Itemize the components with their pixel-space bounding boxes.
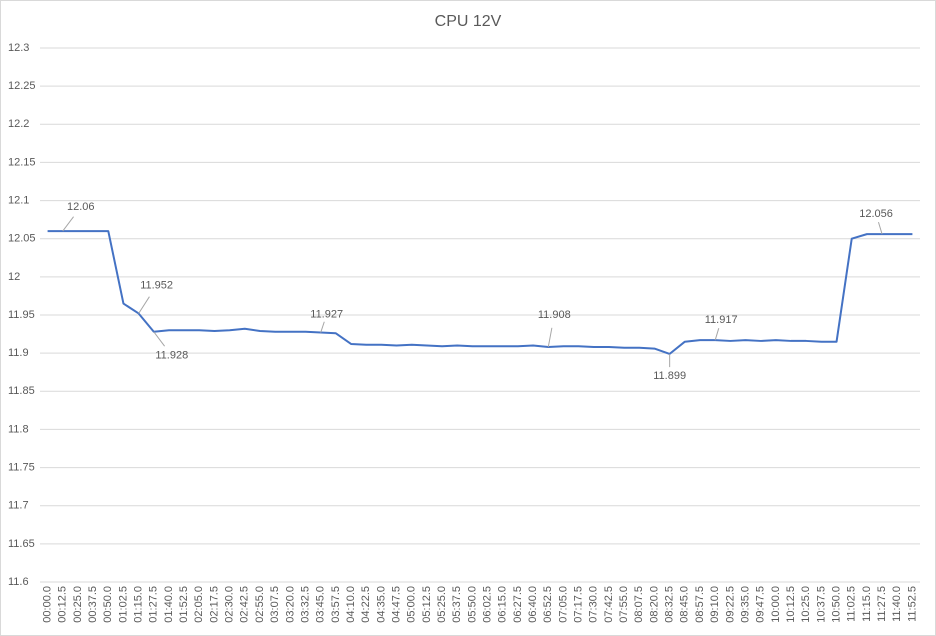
x-tick-label: 02:05.0	[193, 586, 205, 623]
leader-line	[714, 328, 720, 341]
data-label: 12.056	[859, 208, 893, 220]
x-tick-label: 04:10.0	[345, 586, 357, 623]
x-tick-label: 01:40.0	[163, 586, 175, 623]
x-tick-label: 06:02.5	[481, 586, 493, 623]
leader-line	[153, 331, 165, 347]
x-tick-label: 08:20.0	[648, 586, 660, 623]
y-tick-label: 11.75	[8, 461, 35, 473]
x-tick-label: 11:15.0	[861, 586, 873, 622]
x-tick-label: 11:02.5	[846, 586, 858, 622]
x-tick-label: 04:22.5	[360, 586, 372, 623]
x-tick-label: 06:27.5	[512, 586, 524, 623]
x-tick-label: 06:52.5	[542, 586, 554, 623]
data-label: 11.928	[155, 350, 188, 362]
x-tick-label: 02:17.5	[208, 586, 220, 623]
x-tick-label: 09:22.5	[724, 586, 736, 623]
x-tick-label: 05:00.0	[406, 586, 418, 623]
leader-line	[547, 327, 553, 348]
x-tick-label: 00:25.0	[72, 586, 84, 623]
x-tick-label: 04:35.0	[375, 586, 387, 623]
x-tick-label: 05:50.0	[466, 586, 478, 623]
x-tick-label: 05:12.5	[421, 586, 433, 623]
y-tick-label: 12	[8, 271, 20, 283]
x-tick-label: 07:42.5	[603, 586, 615, 623]
x-tick-label: 08:45.0	[679, 586, 691, 623]
y-tick-label: 12.3	[8, 42, 29, 54]
y-tick-label: 11.8	[8, 423, 29, 435]
x-tick-label: 02:42.5	[239, 586, 251, 623]
x-tick-label: 03:45.0	[315, 586, 327, 623]
leader-line	[320, 321, 325, 333]
x-tick-label: 07:55.0	[618, 586, 630, 623]
data-label: 11.952	[140, 279, 173, 291]
x-tick-label: 03:07.5	[269, 586, 281, 623]
x-tick-label: 00:00.0	[41, 586, 53, 623]
x-tick-label: 00:12.5	[57, 586, 69, 623]
y-tick-label: 12.25	[8, 80, 36, 92]
x-tick-label: 11:40.0	[891, 586, 903, 622]
y-tick-label: 11.7	[8, 500, 29, 512]
x-tick-label: 02:30.0	[224, 586, 236, 623]
x-tick-label: 08:57.5	[694, 586, 706, 623]
chart-title: CPU 12V	[435, 13, 502, 30]
y-tick-label: 11.65	[8, 538, 35, 550]
x-tick-label: 07:17.5	[573, 586, 585, 623]
y-tick-label: 11.9	[8, 347, 29, 359]
x-tick-label: 05:37.5	[451, 586, 463, 623]
x-tick-label: 09:35.0	[739, 586, 751, 623]
x-tick-label: 02:55.0	[254, 586, 266, 623]
x-tick-label: 01:15.0	[133, 586, 145, 623]
x-tick-label: 04:47.5	[390, 586, 402, 623]
x-tick-label: 10:50.0	[830, 586, 842, 623]
x-tick-label: 10:25.0	[800, 586, 812, 623]
leader-line	[138, 296, 150, 314]
x-tick-label: 01:02.5	[117, 586, 129, 623]
x-tick-label: 07:30.0	[588, 586, 600, 623]
x-tick-label: 11:27.5	[876, 586, 888, 622]
leader-line	[62, 216, 74, 232]
y-tick-label: 12.2	[8, 118, 29, 130]
y-tick-label: 11.95	[8, 309, 35, 321]
data-label: 11.917	[705, 314, 738, 326]
x-tick-label: 01:52.5	[178, 586, 190, 623]
x-tick-label: 05:25.0	[436, 586, 448, 623]
x-tick-label: 00:37.5	[87, 586, 99, 623]
x-tick-label: 01:27.5	[148, 586, 160, 623]
x-tick-label: 08:32.5	[664, 586, 676, 623]
leader-line	[877, 221, 883, 235]
y-tick-label: 11.85	[8, 385, 35, 397]
x-tick-label: 11:52.5	[906, 586, 918, 622]
x-tick-label: 09:47.5	[755, 586, 767, 623]
x-tick-label: 03:57.5	[330, 586, 342, 623]
x-tick-label: 06:15.0	[497, 586, 509, 623]
data-label: 11.908	[538, 309, 571, 321]
x-tick-label: 09:10.0	[709, 586, 721, 623]
x-tick-label: 08:07.5	[633, 586, 645, 623]
y-tick-label: 11.6	[8, 576, 29, 588]
y-tick-label: 12.05	[8, 233, 36, 245]
x-tick-label: 03:32.5	[299, 586, 311, 623]
x-tick-label: 03:20.0	[284, 586, 296, 623]
data-label: 12.06	[67, 201, 95, 213]
series-line	[47, 230, 913, 355]
y-tick-label: 12.15	[8, 156, 36, 168]
data-label: 11.927	[310, 308, 343, 320]
x-tick-label: 10:37.5	[815, 586, 827, 623]
data-label: 11.899	[653, 370, 686, 382]
x-tick-label: 10:12.5	[785, 586, 797, 623]
x-tick-label: 00:50.0	[102, 586, 114, 623]
y-tick-label: 12.1	[8, 194, 29, 206]
x-tick-label: 10:00.0	[770, 586, 782, 623]
x-tick-label: 06:40.0	[527, 586, 539, 623]
x-tick-label: 07:05.0	[557, 586, 569, 623]
